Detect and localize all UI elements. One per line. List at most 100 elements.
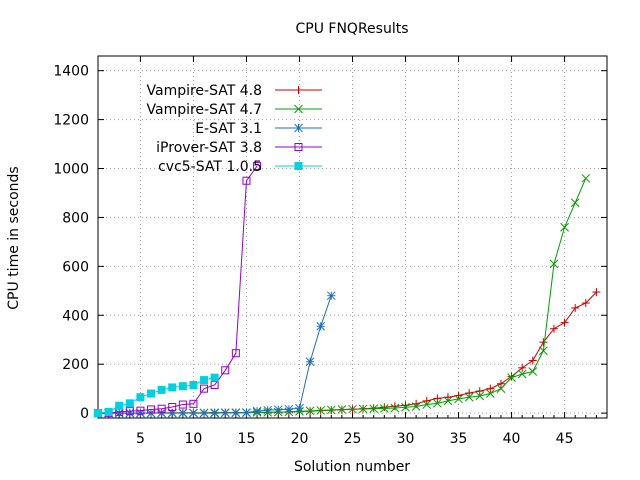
data-point bbox=[390, 402, 399, 411]
marker-stroke bbox=[189, 399, 198, 408]
marker-stroke bbox=[200, 384, 209, 393]
y-tick-label: 1400 bbox=[53, 64, 89, 80]
marker-stroke bbox=[528, 367, 538, 376]
data-point bbox=[581, 173, 591, 183]
y-tick-label: 1000 bbox=[53, 162, 89, 178]
x-tick-label: 30 bbox=[397, 431, 415, 447]
marker-stroke bbox=[475, 391, 485, 401]
marker-stroke bbox=[316, 406, 326, 415]
data-point bbox=[549, 324, 558, 333]
x-tick-label: 15 bbox=[238, 431, 256, 447]
marker-stroke bbox=[252, 406, 262, 416]
y-tick-label: 400 bbox=[62, 308, 89, 324]
legend-marker bbox=[294, 162, 303, 170]
data-point bbox=[507, 373, 516, 382]
data-point bbox=[231, 408, 241, 418]
data-point bbox=[475, 391, 485, 401]
legend-entry: cvc5-SAT 1.0.5 bbox=[158, 159, 322, 175]
data-point bbox=[592, 288, 601, 297]
data-point bbox=[517, 369, 527, 379]
marker-stroke bbox=[189, 408, 198, 418]
data-point bbox=[528, 367, 538, 376]
legend-label: Vampire-SAT 4.7 bbox=[147, 102, 263, 118]
data-point bbox=[104, 407, 113, 416]
marker-stroke bbox=[125, 407, 134, 416]
y-tick-label: 800 bbox=[62, 210, 89, 226]
marker-stroke bbox=[432, 398, 442, 408]
legend-marker bbox=[294, 143, 303, 151]
data-point bbox=[571, 303, 580, 312]
marker-stroke bbox=[337, 405, 347, 414]
marker-fill bbox=[189, 380, 198, 389]
x-tick-label: 25 bbox=[344, 431, 362, 447]
marker-stroke bbox=[539, 346, 548, 356]
data-point bbox=[125, 407, 134, 416]
data-point bbox=[242, 408, 251, 417]
data-point bbox=[486, 384, 495, 393]
x-tick-label: 10 bbox=[185, 431, 203, 447]
data-point bbox=[475, 387, 484, 396]
data-point bbox=[432, 398, 442, 408]
series-line bbox=[98, 178, 587, 414]
series-3 bbox=[94, 162, 262, 418]
marker-stroke bbox=[496, 384, 506, 394]
x-tick-label: 35 bbox=[450, 431, 468, 447]
data-point bbox=[157, 385, 166, 394]
data-point bbox=[411, 402, 421, 411]
data-point bbox=[114, 408, 124, 418]
data-point bbox=[380, 403, 389, 412]
data-point bbox=[560, 222, 569, 232]
marker-stroke bbox=[305, 406, 315, 416]
data-point bbox=[369, 404, 379, 414]
legend-label: Vampire-SAT 4.8 bbox=[147, 83, 263, 99]
marker-stroke bbox=[517, 369, 527, 379]
data-point bbox=[443, 396, 453, 406]
data-point bbox=[326, 405, 336, 415]
marker-stroke bbox=[454, 394, 463, 404]
y-tick-label: 1200 bbox=[53, 113, 89, 129]
marker-stroke bbox=[220, 408, 230, 418]
legend-entry: Vampire-SAT 4.8 bbox=[147, 83, 322, 99]
marker-stroke bbox=[125, 408, 135, 418]
marker-stroke bbox=[210, 408, 219, 418]
marker-stroke bbox=[358, 404, 368, 414]
marker-stroke bbox=[231, 408, 241, 418]
data-point bbox=[358, 404, 368, 414]
legend-layer: Vampire-SAT 4.8 Vampire-SAT 4.7 E-SAT 3.1 i… bbox=[147, 83, 322, 175]
marker-stroke bbox=[443, 396, 453, 406]
marker-fill bbox=[115, 401, 124, 410]
marker-stroke bbox=[348, 404, 357, 414]
marker-stroke bbox=[295, 403, 304, 413]
data-point bbox=[549, 259, 559, 269]
marker-stroke bbox=[231, 349, 240, 358]
data-point bbox=[200, 384, 209, 393]
legend-marker bbox=[294, 123, 303, 133]
legend-entry: E-SAT 3.1 bbox=[195, 121, 322, 137]
data-point bbox=[305, 406, 315, 416]
marker-stroke bbox=[422, 400, 432, 409]
marker-fill bbox=[147, 389, 156, 398]
data-point bbox=[178, 400, 187, 409]
data-point bbox=[168, 402, 177, 411]
data-point bbox=[157, 408, 166, 418]
marker-fill bbox=[294, 162, 303, 170]
data-point bbox=[189, 380, 198, 389]
x-tick-label: 5 bbox=[136, 431, 145, 447]
data-point bbox=[305, 357, 315, 367]
marker-stroke bbox=[326, 405, 336, 415]
marker-stroke bbox=[199, 408, 209, 418]
legend-entry: iProver-SAT 3.8 bbox=[156, 140, 322, 156]
data-point bbox=[94, 409, 102, 418]
marker-stroke bbox=[294, 143, 303, 151]
data-point bbox=[401, 401, 410, 410]
data-point bbox=[496, 379, 505, 388]
marker-stroke bbox=[560, 222, 569, 232]
x-tick-label: 20 bbox=[291, 431, 309, 447]
data-point bbox=[178, 382, 187, 391]
marker-stroke bbox=[178, 400, 187, 409]
data-point bbox=[539, 346, 548, 356]
data-point bbox=[390, 403, 400, 413]
legend-marker bbox=[294, 104, 303, 114]
marker-stroke bbox=[178, 408, 188, 418]
